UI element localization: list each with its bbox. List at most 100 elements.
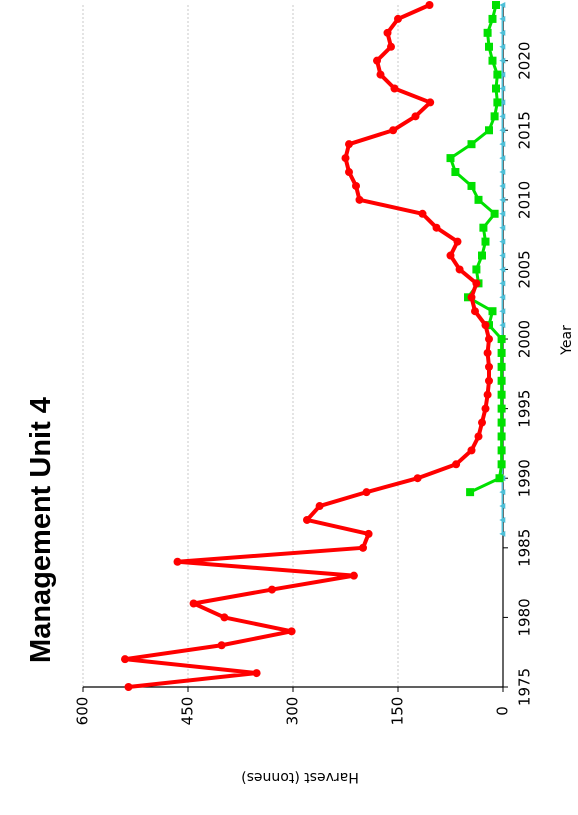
series-line — [123, 3, 491, 689]
data-point — [493, 70, 502, 79]
data-point — [499, 530, 506, 537]
data-point — [189, 599, 198, 608]
data-point — [474, 195, 483, 204]
data-point — [315, 502, 324, 511]
data-point — [499, 182, 506, 189]
data-point — [478, 418, 486, 427]
data-point — [497, 376, 506, 385]
data-point — [499, 238, 506, 245]
data-point — [451, 168, 460, 177]
gridlines — [82, 5, 399, 687]
data-point — [481, 321, 490, 330]
data-point — [497, 460, 506, 469]
data-point — [446, 251, 455, 260]
data-point — [490, 209, 499, 218]
data-point — [426, 98, 435, 107]
data-point — [485, 362, 493, 371]
data-point — [492, 84, 500, 93]
y-axis-title: Harvest (tonnes) — [241, 769, 359, 785]
data-point — [499, 308, 506, 315]
data-point — [488, 56, 497, 65]
data-point — [499, 15, 506, 22]
data-point — [390, 84, 399, 93]
data-point — [499, 294, 506, 301]
data-point — [499, 113, 506, 120]
data-point — [499, 155, 506, 162]
data-point — [497, 446, 506, 455]
data-point — [362, 488, 371, 497]
data-point — [497, 362, 506, 371]
data-point — [387, 42, 395, 51]
data-point — [268, 585, 276, 594]
data-point — [499, 224, 506, 231]
data-point — [124, 683, 133, 691]
data-point — [121, 655, 129, 664]
data-point — [373, 56, 381, 65]
data-point — [364, 529, 373, 538]
data-point — [471, 307, 479, 316]
data-point — [349, 571, 358, 580]
data-point — [483, 390, 492, 399]
data-point — [499, 503, 506, 510]
value-tick-label: 450 — [179, 697, 197, 726]
data-point — [359, 543, 367, 552]
data-point — [345, 140, 353, 149]
data-point — [411, 112, 420, 121]
data-point — [499, 141, 506, 148]
data-point — [478, 251, 486, 260]
data-point — [383, 28, 392, 37]
data-point — [497, 404, 506, 413]
data-point — [497, 348, 506, 357]
data-point — [341, 154, 350, 163]
data-point — [303, 515, 311, 524]
data-point — [499, 85, 506, 92]
data-point — [485, 42, 493, 51]
data-point — [499, 252, 506, 259]
data-point — [492, 1, 500, 9]
data-point — [499, 196, 506, 203]
data-point — [173, 557, 182, 566]
year-tick-label: 1975 — [516, 668, 534, 706]
data-point — [418, 209, 427, 218]
data-point — [345, 168, 353, 177]
data-point — [479, 223, 488, 232]
data-point — [467, 446, 476, 455]
data-point — [394, 14, 402, 23]
data-point — [488, 14, 497, 23]
year-tick-label: 1995 — [516, 390, 534, 428]
data-point — [499, 169, 506, 176]
data-point — [220, 613, 229, 622]
x-axis-title: Year — [559, 325, 575, 356]
data-point — [499, 489, 506, 496]
value-tick-label: 0 — [494, 706, 512, 716]
data-point — [497, 390, 506, 399]
data-point — [452, 460, 461, 469]
year-tick-label: 1985 — [516, 529, 534, 567]
data-point — [483, 348, 492, 357]
data-point — [389, 126, 398, 135]
data-point — [490, 112, 499, 121]
data-point — [499, 266, 506, 273]
data-point — [481, 237, 490, 246]
data-point — [432, 223, 441, 232]
data-point — [446, 154, 455, 163]
series-1 — [446, 1, 506, 497]
data-point — [499, 516, 506, 523]
year-tick-label: 1980 — [516, 598, 534, 636]
value-tick-label: 300 — [284, 697, 302, 726]
data-point — [472, 279, 481, 288]
chart-title: Management Unit 4 — [25, 397, 57, 663]
year-tick-label: 1990 — [516, 459, 534, 497]
series-group — [121, 1, 506, 691]
data-point — [481, 404, 490, 413]
data-point — [499, 71, 506, 78]
data-point — [467, 293, 476, 302]
data-point — [355, 195, 364, 204]
data-point — [485, 376, 493, 385]
series-0 — [121, 1, 493, 691]
data-point — [499, 127, 506, 134]
data-point — [483, 28, 492, 37]
data-point — [488, 307, 497, 316]
data-point — [466, 488, 475, 497]
data-point — [499, 210, 506, 217]
